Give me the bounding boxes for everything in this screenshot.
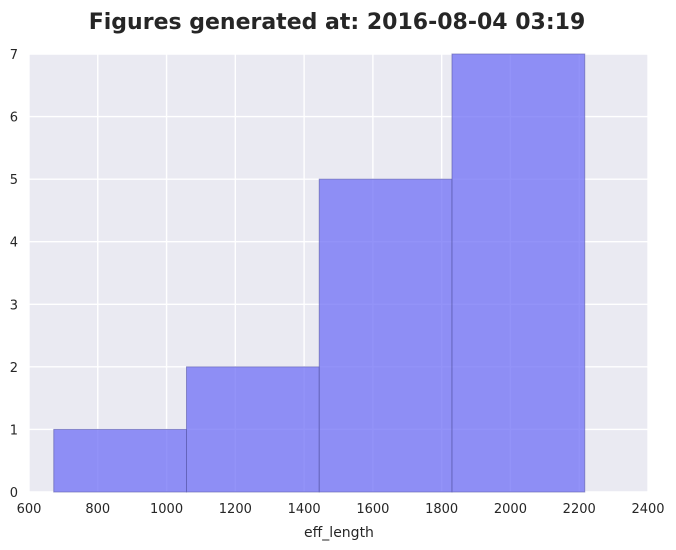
y-tick-label: 2 — [10, 361, 18, 376]
x-tick-label: 2200 — [563, 502, 596, 517]
y-tick-label: 0 — [10, 486, 18, 501]
y-tick-label: 5 — [10, 173, 18, 188]
y-tick-labels: 0 1 2 3 4 5 6 7 — [10, 48, 18, 501]
x-tick-label: 2000 — [494, 502, 527, 517]
x-axis-label: eff_length — [304, 525, 374, 541]
chart-title: Figures generated at: 2016-08-04 03:19 — [89, 10, 586, 35]
x-tick-label: 800 — [85, 502, 110, 517]
x-tick-label: 2400 — [631, 502, 664, 517]
histogram-bar — [451, 53, 586, 493]
x-tick-label: 1400 — [288, 502, 321, 517]
x-tick-label: 600 — [17, 502, 42, 517]
histogram-bar — [318, 178, 453, 493]
x-tick-label: 1800 — [425, 502, 458, 517]
histogram-bar — [53, 428, 188, 493]
x-tick-label: 1600 — [356, 502, 389, 517]
histogram-bars — [53, 53, 586, 493]
y-tick-label: 7 — [10, 48, 18, 63]
x-tick-label: 1200 — [219, 502, 252, 517]
y-tick-label: 4 — [10, 236, 18, 251]
x-tick-label: 1000 — [150, 502, 183, 517]
y-tick-label: 6 — [10, 111, 18, 126]
histogram-bar — [186, 366, 320, 493]
y-tick-label: 1 — [10, 423, 18, 438]
x-tick-labels: 600 800 1000 1200 1400 1600 1800 2000 2200 2400 — [17, 502, 665, 517]
y-tick-label: 3 — [10, 298, 18, 313]
